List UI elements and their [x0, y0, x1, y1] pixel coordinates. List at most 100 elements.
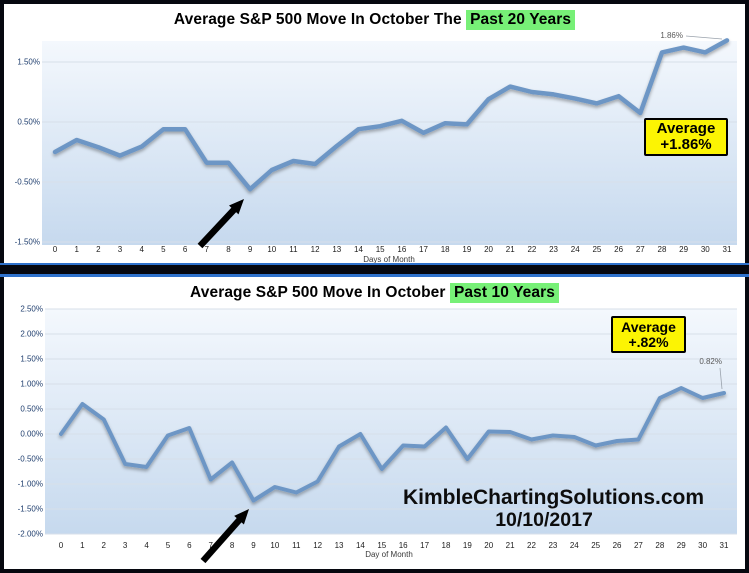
x-tick-label: 3	[123, 541, 128, 550]
chart-title-10yr: Average S&P 500 Move In October Past 10 …	[4, 283, 745, 303]
x-tick-label: 21	[506, 541, 515, 550]
x-tick-label: 2	[96, 245, 101, 254]
average-callout-label: Average	[621, 318, 676, 335]
last-point-label: 0.82%	[699, 357, 722, 366]
average-callout-value: +.82%	[628, 333, 669, 350]
chart-title-20yr: Average S&P 500 Move In October The Past…	[4, 10, 745, 30]
x-tick-label: 31	[723, 245, 732, 254]
x-tick-label: 16	[397, 245, 406, 254]
x-tick-label: 9	[248, 245, 253, 254]
x-tick-label: 22	[527, 245, 536, 254]
average-callout-20yr: Average +1.86%	[644, 118, 728, 156]
x-tick-label: 5	[161, 245, 166, 254]
watermark-site: KimbleChartingSolutions.com	[403, 486, 705, 509]
x-tick-label: 15	[376, 245, 385, 254]
watermark: KimbleChartingSolutions.com 10/10/2017	[403, 486, 705, 531]
x-tick-label: 24	[571, 245, 580, 254]
x-tick-label: 25	[591, 541, 600, 550]
x-tick-label: 27	[636, 245, 645, 254]
y-tick-label: -0.50%	[18, 455, 43, 464]
y-tick-label: -1.00%	[18, 480, 43, 489]
chart-title-highlight: Past 20 Years	[466, 10, 576, 30]
chart-title-highlight: Past 10 Years	[449, 283, 559, 303]
x-tick-label: 18	[442, 541, 451, 550]
x-tick-label: 5	[166, 541, 171, 550]
x-tick-label: 13	[335, 541, 344, 550]
x-tick-label: 0	[53, 245, 58, 254]
x-tick-label: 12	[311, 245, 320, 254]
x-tick-label: 7	[208, 541, 213, 550]
x-tick-label: 22	[527, 541, 536, 550]
x-tick-label: 19	[462, 245, 471, 254]
x-tick-label: 26	[614, 245, 623, 254]
x-tick-label: 14	[354, 245, 363, 254]
y-tick-label: -0.50%	[15, 178, 40, 187]
y-tick-label: -1.50%	[18, 505, 43, 514]
x-tick-label: 27	[634, 541, 643, 550]
arrow-shaft	[200, 515, 244, 564]
x-tick-label: 23	[549, 245, 558, 254]
y-tick-label: 1.00%	[20, 380, 43, 389]
average-callout-label: Average	[656, 120, 716, 137]
x-tick-label: 10	[267, 245, 276, 254]
arrow-head-icon	[229, 199, 244, 215]
series-line	[52, 38, 730, 192]
y-tick-label: 1.50%	[20, 355, 43, 364]
x-tick-label: 14	[356, 541, 365, 550]
x-tick-label: 2	[102, 541, 107, 550]
chart-panel-10yr: 2.50% 2.00% 1.50% 1.00% 0.50% 0.00% -0.50% -1.0…	[4, 277, 745, 569]
y-tick-label: 0.50%	[17, 118, 40, 127]
x-axis-title: Days of Month	[363, 255, 415, 263]
x-tick-label: 19	[463, 541, 472, 550]
x-tick-label: 31	[720, 541, 729, 550]
line-chart-20yr: 1.50%0.50%-0.50%-1.50%0 1 2 3 4 5 6 7 8 9 10 11 12 13…	[15, 31, 737, 263]
y-tick-label: 2.50%	[20, 305, 43, 314]
x-tick-label: 8	[226, 245, 231, 254]
arrow-shaft	[197, 205, 239, 249]
x-tick-label: 16	[399, 541, 408, 550]
x-tick-label: 8	[230, 541, 235, 550]
x-tick-label: 6	[187, 541, 192, 550]
x-tick-label: 4	[144, 541, 149, 550]
x-tick-label: 20	[484, 541, 493, 550]
series-line	[59, 386, 726, 503]
x-tick-label: 0	[59, 541, 64, 550]
x-tick-label: 6	[183, 245, 188, 254]
x-tick-label: 26	[613, 541, 622, 550]
average-callout-10yr: Average +.82%	[611, 316, 686, 353]
label-leader-line	[719, 367, 723, 390]
watermark-date: 10/10/2017	[495, 509, 593, 531]
x-tick-label: 30	[698, 541, 707, 550]
x-tick-label: 30	[701, 245, 710, 254]
y-tick-label: 2.00%	[20, 330, 43, 339]
x-tick-label: 12	[313, 541, 322, 550]
x-tick-label: 21	[506, 245, 515, 254]
panel-divider	[0, 263, 749, 277]
x-tick-label: 29	[679, 245, 688, 254]
x-tick-label: 4	[139, 245, 144, 254]
x-tick-label: 20	[484, 245, 493, 254]
y-tick-label: 0.00%	[20, 430, 43, 439]
chart-panel-20yr: 1.50% 0.50% -0.50% -1.50% 0 1 2 3 4 5 6 7 8 9 10 11 12 13…	[4, 4, 745, 263]
x-tick-label: 9	[251, 541, 256, 550]
y-tick-label: -1.50%	[15, 238, 40, 247]
x-tick-label: 29	[677, 541, 686, 550]
x-tick-label: 24	[570, 541, 579, 550]
arrow-head-icon	[234, 509, 249, 525]
y-tick-label: -2.00%	[18, 530, 43, 539]
x-tick-label: 18	[441, 245, 450, 254]
x-tick-label: 1	[80, 541, 85, 550]
x-tick-label: 17	[419, 245, 428, 254]
label-leader-line	[685, 35, 723, 40]
chart-title-text: Average S&P 500 Move In October	[190, 284, 450, 301]
x-tick-label: 1	[74, 245, 79, 254]
x-tick-label: 11	[289, 245, 298, 254]
x-tick-label: 13	[332, 245, 341, 254]
x-tick-label: 15	[377, 541, 386, 550]
plot-area	[42, 41, 737, 245]
x-tick-label: 28	[658, 245, 667, 254]
y-tick-label: 1.50%	[17, 58, 40, 67]
x-tick-label: 3	[118, 245, 123, 254]
y-tick-label: 0.50%	[20, 405, 43, 414]
